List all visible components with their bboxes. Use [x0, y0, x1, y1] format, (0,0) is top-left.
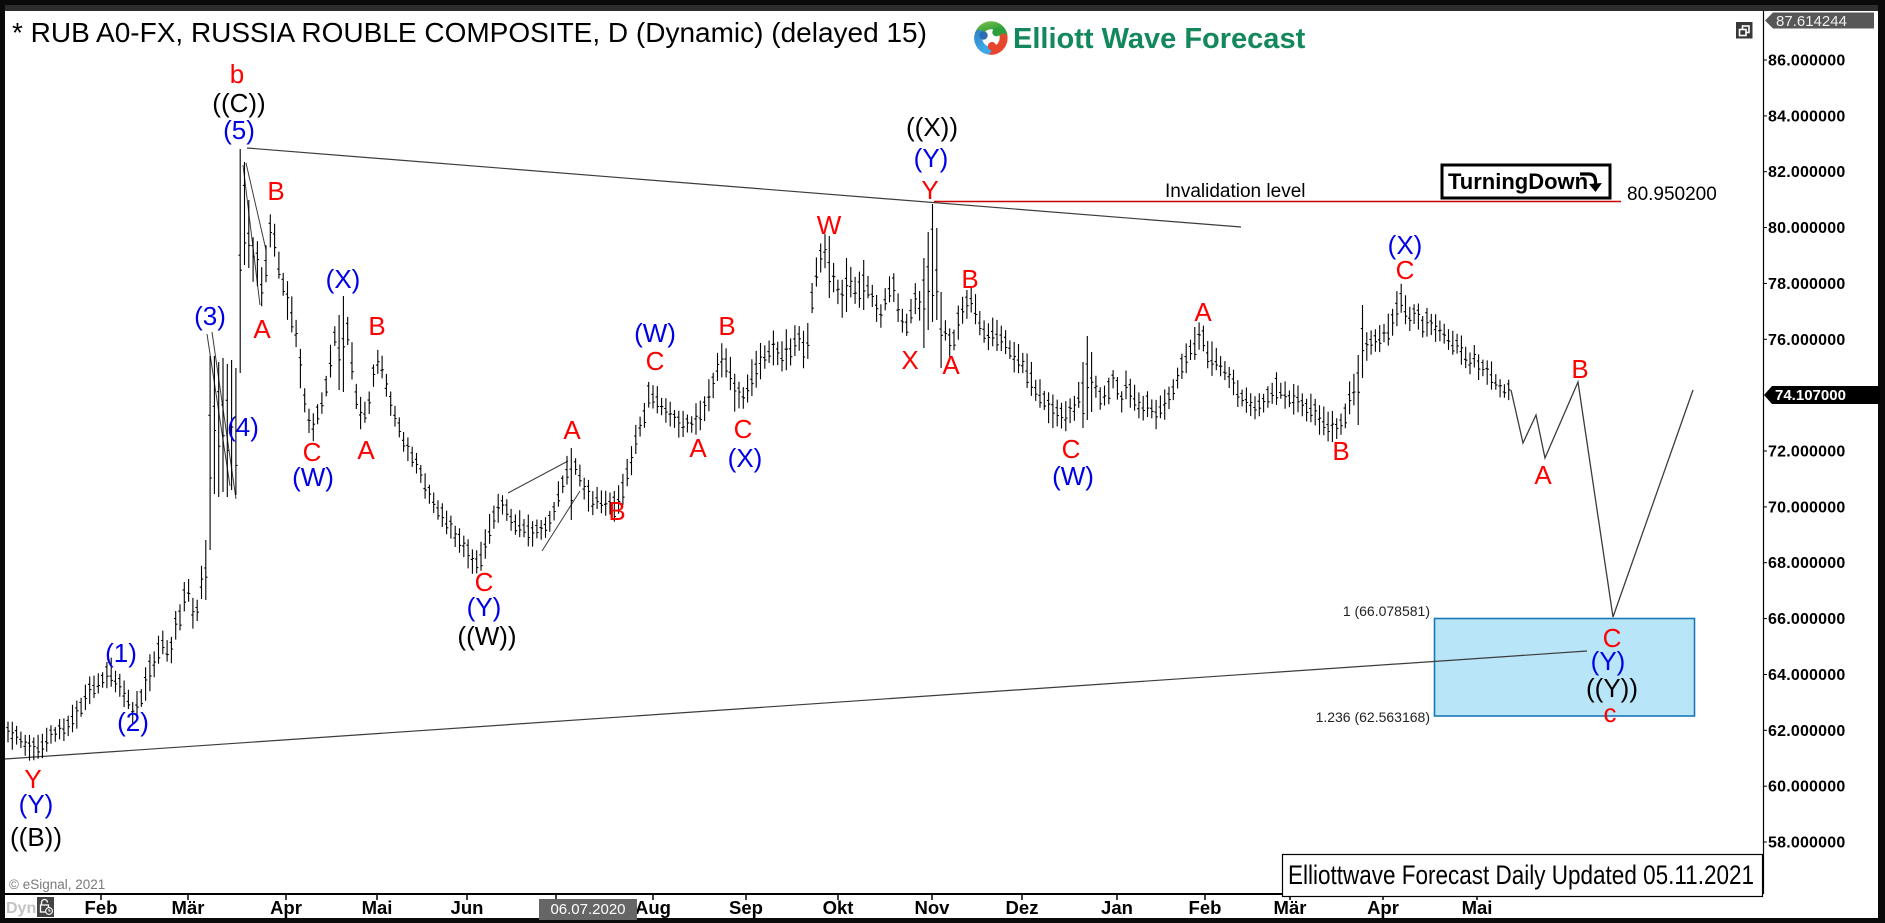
svg-text:A: A [942, 350, 960, 380]
svg-text:A: A [357, 435, 375, 465]
svg-text:Dyn: Dyn [6, 900, 36, 917]
svg-text:A: A [689, 433, 707, 463]
svg-text:C: C [646, 346, 665, 376]
svg-text:(X): (X) [728, 443, 763, 473]
svg-text:(W): (W) [634, 318, 676, 348]
svg-text:Elliottwave Forecast Daily Upd: Elliottwave Forecast Daily Updated 05.11… [1288, 860, 1754, 890]
svg-text:87.614244: 87.614244 [1776, 13, 1847, 30]
svg-text:74.107000: 74.107000 [1775, 387, 1846, 404]
svg-text:Jan: Jan [1101, 897, 1133, 918]
svg-text:86.000000: 86.000000 [1768, 53, 1845, 70]
svg-text:Mär: Mär [172, 897, 205, 918]
svg-text:B: B [608, 496, 625, 526]
svg-text:1.236 (62.563168): 1.236 (62.563168) [1316, 709, 1430, 725]
svg-text:(1): (1) [105, 638, 137, 668]
svg-text:Mai: Mai [362, 897, 393, 918]
svg-text:78.000000: 78.000000 [1768, 276, 1845, 293]
svg-text:66.000000: 66.000000 [1768, 611, 1845, 628]
svg-text:A: A [1194, 297, 1212, 327]
svg-text:C: C [475, 567, 494, 597]
svg-text:(Y): (Y) [467, 592, 502, 622]
svg-text:Elliott Wave Forecast: Elliott Wave Forecast [1013, 23, 1306, 55]
svg-text:Jun: Jun [451, 897, 484, 918]
svg-text:C: C [1396, 255, 1415, 285]
svg-text:Apr: Apr [1367, 897, 1399, 918]
svg-text:62.000000: 62.000000 [1768, 723, 1845, 740]
svg-text:(3): (3) [194, 301, 226, 331]
svg-text:Dez: Dez [1006, 897, 1039, 918]
svg-text:(Y): (Y) [19, 789, 54, 819]
svg-text:Y: Y [921, 175, 938, 205]
svg-text:B: B [1332, 436, 1349, 466]
svg-text:(W): (W) [1052, 461, 1094, 491]
svg-text:60.000000: 60.000000 [1768, 779, 1845, 796]
svg-text:58.000000: 58.000000 [1768, 835, 1845, 852]
svg-text:C: C [734, 414, 753, 444]
svg-text:(W): (W) [292, 462, 334, 492]
svg-text:c: c [1604, 698, 1617, 728]
svg-text:B: B [267, 176, 284, 206]
svg-text:Nov: Nov [915, 897, 951, 918]
svg-text:Feb: Feb [85, 897, 118, 918]
svg-text:© eSignal, 2021: © eSignal, 2021 [9, 877, 105, 892]
svg-text:Mai: Mai [1462, 897, 1493, 918]
svg-text:Invalidation level: Invalidation level [1165, 181, 1305, 202]
svg-text:((C)): ((C)) [212, 88, 265, 118]
svg-text:Feb: Feb [1189, 897, 1222, 918]
svg-text:((B)): ((B)) [10, 822, 62, 852]
svg-text:X: X [901, 345, 918, 375]
svg-text:((W)): ((W)) [457, 621, 516, 651]
svg-text:1 (66.078581): 1 (66.078581) [1343, 603, 1430, 619]
svg-text:(4): (4) [227, 412, 259, 442]
svg-text:b: b [230, 59, 244, 89]
svg-text:A: A [563, 415, 581, 445]
svg-text:80.950200: 80.950200 [1627, 184, 1717, 205]
svg-text:TurningDown: TurningDown [1448, 169, 1588, 194]
svg-text:C: C [303, 437, 322, 467]
svg-text:W: W [817, 210, 842, 240]
svg-text:06.07.2020: 06.07.2020 [550, 901, 625, 918]
svg-text:A: A [253, 314, 271, 344]
svg-text:A: A [1534, 460, 1552, 490]
svg-text:Okt: Okt [823, 897, 854, 918]
svg-text:B: B [718, 311, 735, 341]
svg-text:* RUB A0-FX, RUSSIA ROUBLE COM: * RUB A0-FX, RUSSIA ROUBLE COMPOSITE, D … [12, 17, 927, 48]
svg-text:(2): (2) [117, 707, 149, 737]
svg-text:Aug: Aug [635, 897, 671, 918]
svg-text:(X): (X) [1388, 230, 1423, 260]
svg-text:B: B [1571, 354, 1588, 384]
svg-text:((X)): ((X)) [906, 112, 958, 142]
svg-text:Y: Y [24, 764, 41, 794]
svg-text:84.000000: 84.000000 [1768, 108, 1845, 125]
svg-text:(X): (X) [326, 264, 361, 294]
svg-text:(Y): (Y) [914, 143, 949, 173]
svg-text:(5): (5) [223, 115, 255, 145]
svg-text:Mär: Mär [1274, 897, 1307, 918]
svg-text:70.000000: 70.000000 [1768, 499, 1845, 516]
svg-text:76.000000: 76.000000 [1768, 332, 1845, 349]
svg-text:((Y)): ((Y)) [1586, 673, 1638, 703]
svg-text:Apr: Apr [270, 897, 302, 918]
svg-text:68.000000: 68.000000 [1768, 555, 1845, 572]
svg-text:(Y): (Y) [1591, 646, 1626, 676]
svg-text:64.000000: 64.000000 [1768, 667, 1845, 684]
svg-text:C: C [1603, 623, 1622, 653]
svg-text:C: C [1062, 434, 1081, 464]
svg-text:Sep: Sep [729, 897, 763, 918]
svg-text:82.000000: 82.000000 [1768, 164, 1845, 181]
svg-text:72.000000: 72.000000 [1768, 444, 1845, 461]
svg-text:80.000000: 80.000000 [1768, 220, 1845, 237]
svg-text:B: B [961, 264, 978, 294]
svg-text:B: B [368, 311, 385, 341]
